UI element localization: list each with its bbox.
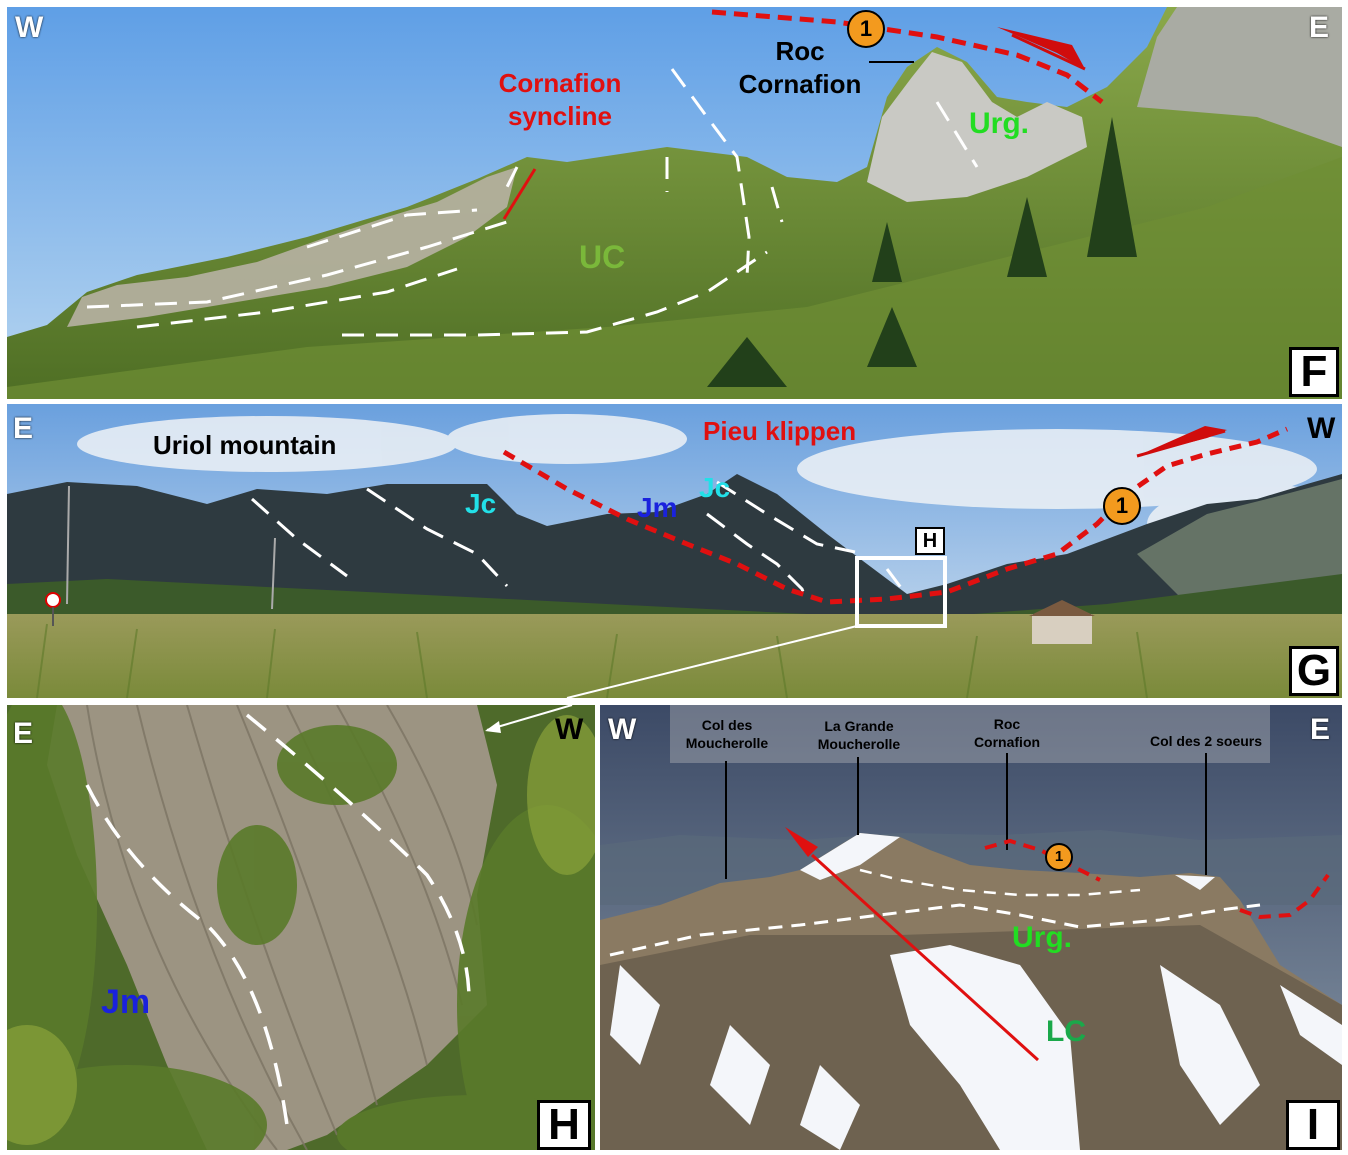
- compass-east-h: E: [13, 717, 34, 750]
- jm-label-h: Jm: [101, 983, 151, 1021]
- urg-label-i: Urg.: [1012, 921, 1072, 954]
- urg-label: Urg.: [969, 107, 1029, 140]
- panel-g-photo: [7, 404, 1342, 698]
- peak-roc-cornafion: Roc Cornafion: [973, 716, 1041, 750]
- pieu-klippen-label: Pieu klippen: [703, 416, 857, 446]
- compass-east-i: E: [1310, 713, 1331, 746]
- panel-label-g: G: [1289, 646, 1339, 696]
- jc-label-2: Jc: [699, 472, 731, 503]
- panel-f: W E Cornafion syncline Roc Cornafion Urg…: [7, 7, 1342, 399]
- jm-label-g: Jm: [637, 492, 678, 523]
- compass-east-g: E: [13, 412, 34, 445]
- uriol-label: Uriol mountain: [153, 430, 337, 460]
- panel-h: E W Jm H: [7, 705, 595, 1150]
- panel-label-i: I: [1286, 1100, 1340, 1150]
- compass-east: E: [1309, 11, 1330, 44]
- peak-col-des-moucherolle: Col des Moucherolle: [685, 717, 769, 751]
- inset-h-label: H: [915, 527, 945, 555]
- compass-west-h: W: [555, 713, 584, 746]
- thrust-badge-i: 1: [1045, 843, 1073, 871]
- panel-i: W E Col des Moucherolle La Grande Mouche…: [600, 705, 1342, 1150]
- syncline-label: Cornafion syncline: [498, 68, 622, 131]
- peak-col-des-2-soeurs: Col des 2 soeurs: [1149, 733, 1263, 749]
- jc-label-1: Jc: [465, 488, 497, 519]
- panel-f-photo: [7, 7, 1342, 399]
- compass-west: W: [15, 11, 44, 44]
- panel-h-photo: [7, 705, 595, 1150]
- compass-west-i: W: [608, 713, 637, 746]
- panel-label-h: H: [537, 1100, 591, 1150]
- uc-label: UC: [579, 239, 626, 275]
- peak-la-grande-moucherolle: La Grande Moucherolle: [817, 718, 901, 752]
- panel-g: E W Uriol mountain Pieu klippen Jc Jc Jm…: [7, 404, 1342, 698]
- panel-label-f: F: [1289, 347, 1339, 397]
- compass-west-g: W: [1307, 412, 1336, 445]
- roc-cornafion-label: Roc Cornafion: [738, 36, 862, 99]
- panel-i-photo: [600, 705, 1342, 1150]
- lc-label: LC: [1046, 1015, 1086, 1048]
- thrust-badge-g: 1: [1103, 487, 1141, 525]
- thrust-badge-f: 1: [847, 10, 885, 48]
